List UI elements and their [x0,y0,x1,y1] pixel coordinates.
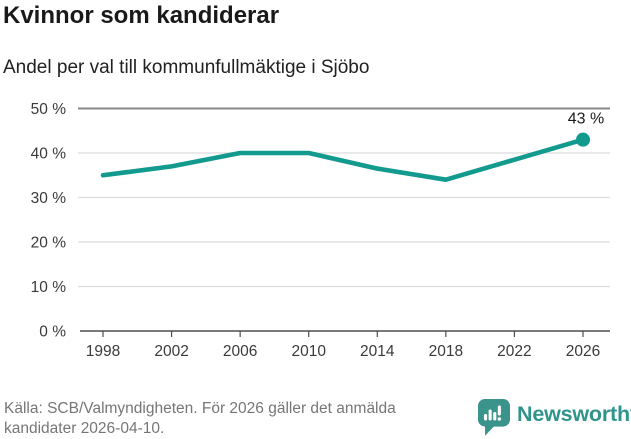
newsworthy-logo-icon [478,399,510,436]
chart-subtitle: Andel per val till kommunfullmäktige i S… [3,57,370,78]
x-tick-label: 2022 [497,343,531,360]
y-tick-label: 40 % [31,146,67,163]
source-note: Källa: SCB/Valmyndigheten. För 2026 gäll… [4,399,474,439]
annotation-label: 43 % [568,111,604,128]
y-tick-label: 0 % [39,324,66,341]
x-axis [80,330,610,337]
data-line [100,137,586,182]
gridlines [78,107,610,288]
x-tick-label: 2014 [360,343,395,360]
brand-name: Newsworthy [517,402,631,426]
last-value-annotation: 43 % [568,111,604,128]
last-point-marker [576,132,590,147]
page-title: Kvinnor som kandiderar [3,2,280,29]
x-tick-label: 2026 [566,343,600,360]
source-line: kandidater 2026-04-10. [4,420,165,437]
x-tick-label: 2018 [429,343,463,360]
y-tick-label: 50 % [31,101,67,118]
y-tick-label: 20 % [31,235,67,252]
source-line: Källa: SCB/Valmyndigheten. För 2026 gäll… [4,400,396,417]
x-tick-label: 2006 [223,343,257,360]
y-axis-labels: 0 % 10 % 20 % 30 % 40 % 50 % [31,101,67,341]
x-tick-label: 1998 [86,343,120,360]
x-axis-labels: 1998 2002 2006 2010 2014 2018 2022 2026 [86,343,600,360]
y-tick-label: 10 % [31,279,67,296]
newsworthy-logo: Newsworthy [477,398,631,438]
logo-bar-chart-glyph [484,405,502,421]
y-tick-label: 30 % [31,190,67,207]
line-chart: 0 % 10 % 20 % 30 % 40 % 50 % 1998 2002 2006 2010… [31,101,610,360]
x-tick-label: 2002 [154,343,188,360]
x-tick-label: 2010 [291,343,326,360]
data-series [100,132,590,182]
